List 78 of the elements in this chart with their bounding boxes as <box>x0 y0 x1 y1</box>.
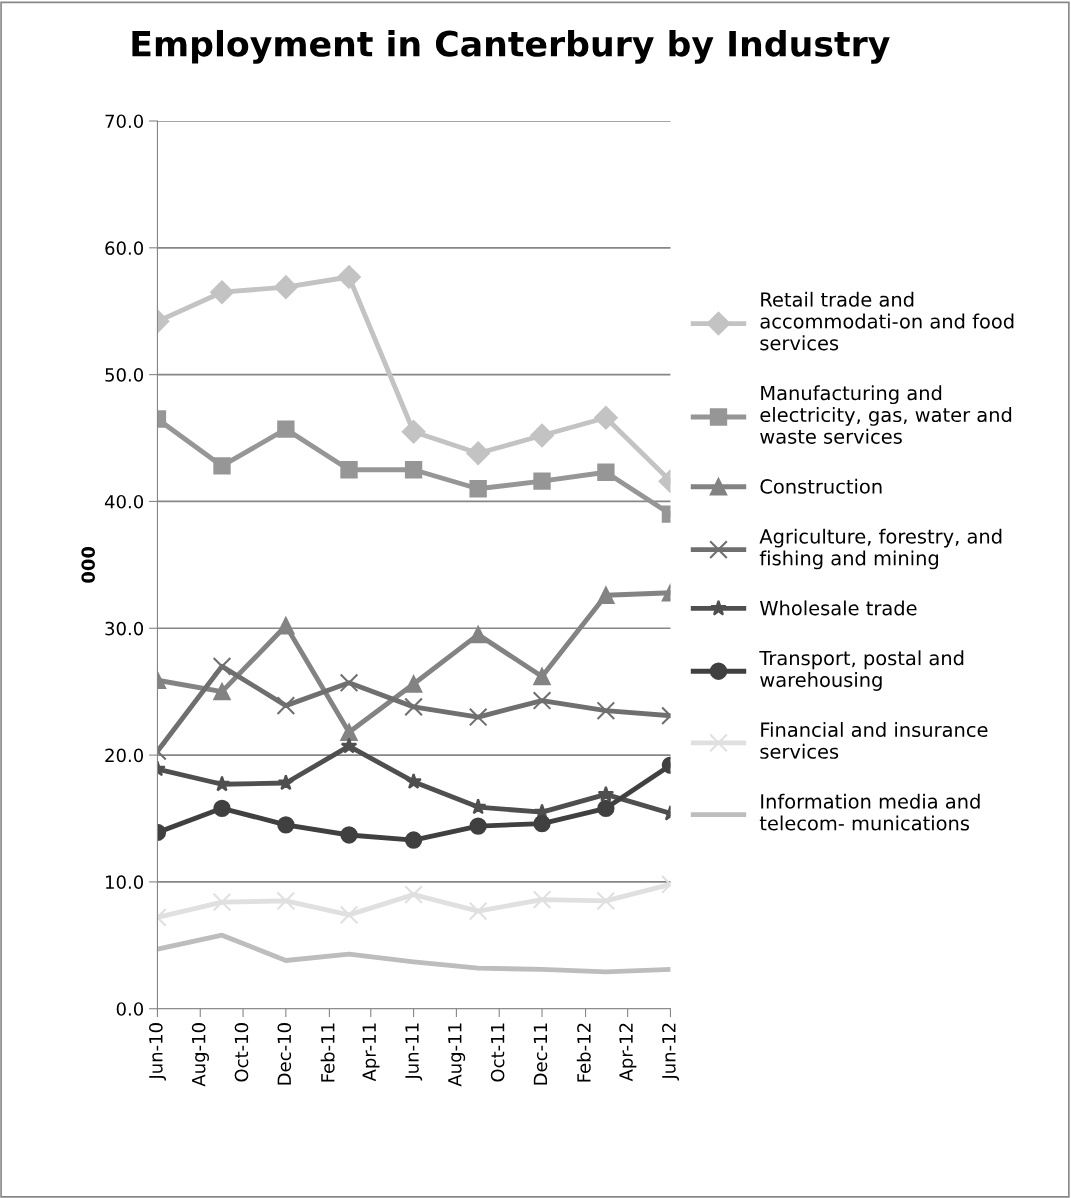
point <box>468 707 488 727</box>
point <box>401 419 426 444</box>
point <box>213 682 231 701</box>
point <box>276 891 296 911</box>
point <box>597 463 615 481</box>
point <box>532 890 552 910</box>
legend-label: Manufacturing and electricity, gas, water and waste services <box>760 385 1012 444</box>
x-tick-label: Jun-10 <box>149 1023 167 1081</box>
point <box>466 441 490 466</box>
chart-title: Employment in Canterbury by Industry <box>132 29 890 64</box>
y-tick-label: 0.0 <box>116 1002 144 1016</box>
point <box>530 423 554 448</box>
point <box>404 675 423 693</box>
point <box>340 461 358 479</box>
point <box>532 691 552 710</box>
y-tick-label: 10.0 <box>106 875 144 890</box>
point <box>533 472 551 490</box>
point <box>533 667 551 686</box>
point <box>597 586 615 604</box>
x-tick-label: Aug-11 <box>448 1023 466 1087</box>
point <box>404 831 423 849</box>
point <box>212 656 232 676</box>
y-tick-label: 30.0 <box>105 621 144 636</box>
x-tick-label: Dec-11 <box>533 1023 548 1085</box>
x-tick-label: Oct-10 <box>234 1023 249 1082</box>
point <box>597 785 615 802</box>
legend-label: Agriculture, forestry, and fishing and mining <box>759 528 1002 570</box>
point <box>277 816 295 834</box>
legend-label: Wholesale trade <box>759 600 917 616</box>
x-tick-label: Apr-11 <box>362 1023 380 1082</box>
point <box>596 701 616 721</box>
x-tick-label: Jun-12 <box>662 1023 680 1081</box>
y-tick-label: 20.0 <box>105 748 144 763</box>
point <box>404 697 423 717</box>
point <box>340 723 358 741</box>
point <box>469 625 487 644</box>
point <box>212 892 232 912</box>
point <box>274 275 298 299</box>
point <box>277 420 295 438</box>
legend-label: Construction <box>760 478 882 494</box>
x-tick-label: Feb-11 <box>320 1023 335 1082</box>
point <box>469 817 487 835</box>
point <box>276 696 296 715</box>
x-tick-label: Jun-11 <box>405 1023 423 1081</box>
point <box>213 799 231 818</box>
point <box>597 799 615 818</box>
x-tick-label: Feb-12 <box>576 1023 591 1082</box>
legend-label: Financial and insurance services <box>760 722 988 759</box>
point <box>468 901 488 921</box>
x-tick-label: Dec-10 <box>277 1023 292 1085</box>
point <box>337 265 361 289</box>
x-tick-label: Aug-10 <box>191 1023 209 1087</box>
point <box>404 461 423 479</box>
point <box>405 773 422 789</box>
point <box>213 457 231 475</box>
x-tick-label: Apr-12 <box>619 1023 637 1082</box>
point <box>469 480 487 498</box>
y-tick-label: 60.0 <box>105 241 144 255</box>
x-tick-label: Oct-11 <box>490 1023 505 1082</box>
point <box>340 826 358 844</box>
y-tick-label: 50.0 <box>105 368 144 382</box>
point <box>339 905 359 925</box>
y-axis-title: 000 <box>81 546 95 583</box>
point <box>277 774 295 791</box>
point <box>404 885 423 904</box>
point <box>594 405 618 430</box>
legend-label: Information media and telecom- munications <box>759 793 980 831</box>
legend-label: Transport, postal and warehousing <box>759 650 964 691</box>
point <box>339 673 359 693</box>
point <box>533 814 551 833</box>
point <box>213 775 231 792</box>
y-tick-label: 70.0 <box>105 114 144 129</box>
y-tick-label: 40.0 <box>104 494 144 509</box>
legend-label: Retail trade and accommodati-on and food services <box>760 291 1014 351</box>
line-series <box>157 932 671 975</box>
point <box>596 891 616 911</box>
point <box>210 280 234 305</box>
point <box>340 737 358 754</box>
